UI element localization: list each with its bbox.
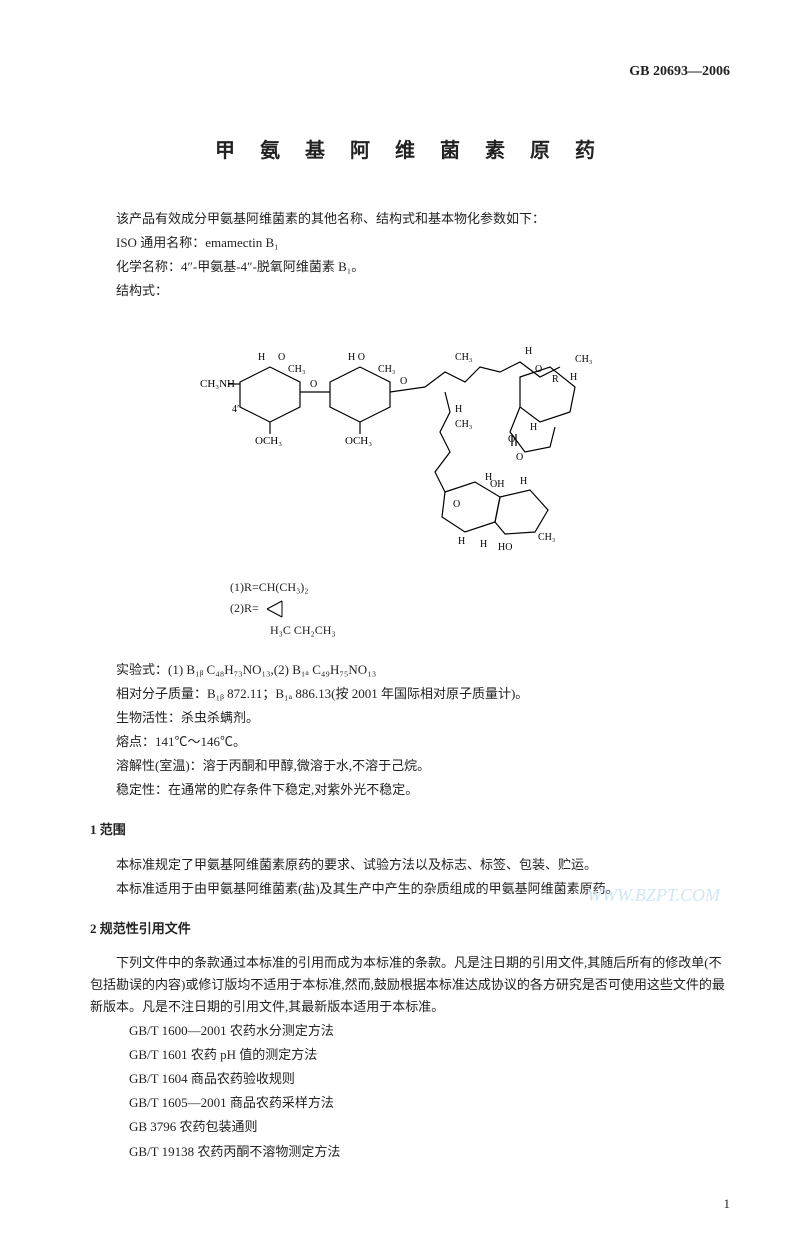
svg-text:CH₃: CH₃ (538, 532, 555, 543)
svg-text:H: H (458, 536, 465, 547)
structure-diagram: CH₃NH 4″ H O OCH₃ CH₃ O H O OCH₃ CH₃ O C… (90, 312, 730, 639)
ref-item: GB/T 1604 商品农药验收规则 (129, 1068, 730, 1090)
ref-item: GB 3796 农药包装通则 (129, 1116, 730, 1138)
section-2-p1: 下列文件中的条款通过本标准的引用而成为本标准的条款。凡是注日期的引用文件,其随后… (90, 952, 730, 1018)
svg-text:O: O (535, 364, 542, 375)
svg-text:CH₃: CH₃ (575, 354, 592, 365)
svg-text:CH₃: CH₃ (455, 419, 472, 430)
iso-name: ISO 通用名称：emamectin B₁ (90, 232, 730, 254)
svg-text:H: H (570, 372, 577, 383)
ref-item: GB/T 19138 农药丙酮不溶物测定方法 (129, 1141, 730, 1163)
svg-text:O: O (453, 499, 460, 510)
svg-text:4″: 4″ (232, 404, 241, 415)
section-1-p1: 本标准规定了甲氨基阿维菌素原药的要求、试验方法以及标志、标签、包装、贮运。 (90, 854, 730, 876)
structure-label: 结构式： (90, 280, 730, 302)
ref-item: GB/T 1600—2001 农药水分测定方法 (129, 1020, 730, 1042)
svg-text:H: H (530, 422, 537, 433)
svg-text:H O: H O (348, 352, 365, 363)
svg-text:R: R (552, 374, 559, 385)
svg-text:O: O (310, 379, 317, 390)
svg-text:OCH₃: OCH₃ (345, 435, 372, 447)
svg-text:OCH₃: OCH₃ (255, 435, 282, 447)
svg-text:O: O (278, 352, 285, 363)
solubility: 溶解性(室温)：溶于丙酮和甲醇,微溶于水,不溶于己烷。 (90, 755, 730, 777)
chemical-name: 化学名称：4″-甲氨基-4″-脱氧阿维菌素 B₁。 (90, 256, 730, 278)
svg-text:H: H (480, 539, 487, 550)
section-2-title: 2 规范性引用文件 (90, 918, 730, 940)
svg-text:H: H (485, 472, 492, 483)
svg-text:CH₃: CH₃ (455, 352, 472, 363)
svg-text:H: H (258, 352, 265, 363)
svg-text:CH₃: CH₃ (378, 364, 395, 375)
svg-text:CH₃: CH₃ (288, 364, 305, 375)
ref-item: GB/T 1605—2001 商品农药采样方法 (129, 1092, 730, 1114)
svg-text:H: H (525, 346, 532, 357)
stability: 稳定性：在通常的贮存条件下稳定,对紫外光不稳定。 (90, 779, 730, 801)
ref-item: GB/T 1601 农药 pH 值的测定方法 (129, 1044, 730, 1066)
svg-text:HO: HO (498, 542, 512, 553)
page-title: 甲 氨 基 阿 维 菌 素 原 药 (90, 134, 730, 168)
svg-text:O: O (400, 376, 407, 387)
r2-definition: (2)R= (230, 596, 730, 622)
svg-text:H: H (455, 404, 462, 415)
empirical-formula: 实验式：(1) B₁ᵦ C₄₈H₇₃NO₁₃,(2) B₁ₐ C₄₉H₇₅NO₁… (90, 659, 730, 681)
r2-sub: H₃C CH₂CH₃ (270, 622, 730, 639)
page-number: 1 (90, 1193, 730, 1215)
svg-text:O: O (516, 452, 523, 463)
reference-list: GB/T 1600—2001 农药水分测定方法 GB/T 1601 农药 pH … (129, 1020, 730, 1163)
r1-definition: (1)R=CH(CH₃)₂ (230, 579, 730, 596)
melting-point: 熔点：141℃～146℃。 (90, 731, 730, 753)
standard-code: GB 20693—2006 (90, 60, 730, 84)
intro-line: 该产品有效成分甲氨基阿维菌素的其他名称、结构式和基本物化参数如下： (90, 208, 730, 230)
section-1-p2: 本标准适用于由甲氨基阿维菌素(盐)及其生产中产生的杂质组成的甲氨基阿维菌素原药。 (90, 878, 730, 900)
bioactivity: 生物活性：杀虫杀螨剂。 (90, 707, 730, 729)
section-1-title: 1 范围 (90, 819, 730, 841)
svg-text:H: H (520, 476, 527, 487)
molar-mass: 相对分子质量：B₁ᵦ 872.11；B₁ₐ 886.13(按 2001 年国际相… (90, 683, 730, 705)
